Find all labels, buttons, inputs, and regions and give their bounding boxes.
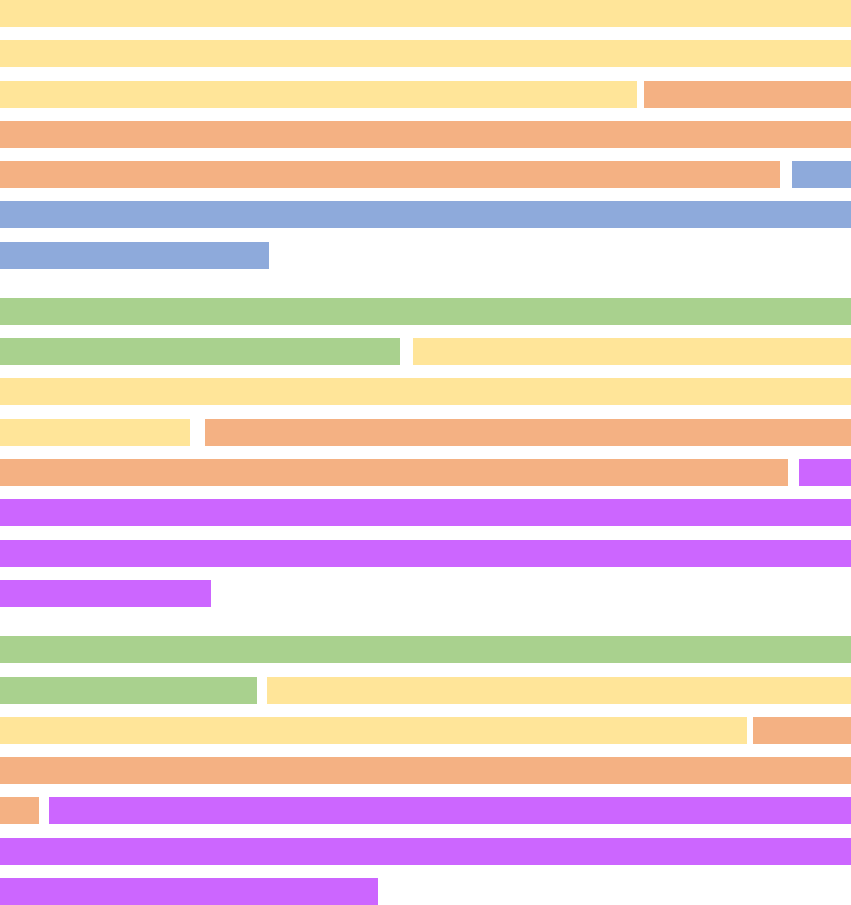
highlight-segment-blue bbox=[0, 201, 851, 228]
highlight-segment-yellow bbox=[0, 378, 851, 405]
highlight-segment-yellow bbox=[0, 419, 190, 446]
highlight-segment-blue bbox=[792, 161, 851, 188]
highlight-segment-purple bbox=[0, 540, 851, 567]
highlight-segment-yellow bbox=[0, 40, 851, 67]
highlight-segment-orange bbox=[0, 121, 851, 148]
highlight-segment-purple bbox=[799, 459, 851, 486]
highlight-segment-purple bbox=[0, 878, 378, 905]
highlight-segment-blue bbox=[0, 242, 269, 269]
highlight-segment-yellow bbox=[0, 0, 851, 27]
highlight-segment-green bbox=[0, 677, 257, 704]
highlight-segment-orange bbox=[753, 717, 851, 744]
highlight-segment-green bbox=[0, 298, 851, 325]
highlight-segment-purple bbox=[49, 797, 851, 824]
highlight-segment-purple bbox=[0, 580, 211, 607]
highlight-segment-orange bbox=[0, 459, 788, 486]
highlight-segment-orange bbox=[0, 757, 851, 784]
highlight-segment-yellow bbox=[267, 677, 851, 704]
highlight-segment-purple bbox=[0, 499, 851, 526]
highlight-segment-yellow bbox=[413, 338, 851, 365]
highlight-segment-yellow bbox=[0, 717, 747, 744]
highlight-segment-green bbox=[0, 338, 400, 365]
highlight-segment-yellow bbox=[0, 81, 637, 108]
highlight-segment-orange bbox=[0, 797, 39, 824]
highlight-segment-purple bbox=[0, 838, 851, 865]
highlight-segment-green bbox=[0, 636, 851, 663]
highlight-segment-orange bbox=[205, 419, 851, 446]
highlight-segment-orange bbox=[644, 81, 851, 108]
highlight-segment-orange bbox=[0, 161, 780, 188]
